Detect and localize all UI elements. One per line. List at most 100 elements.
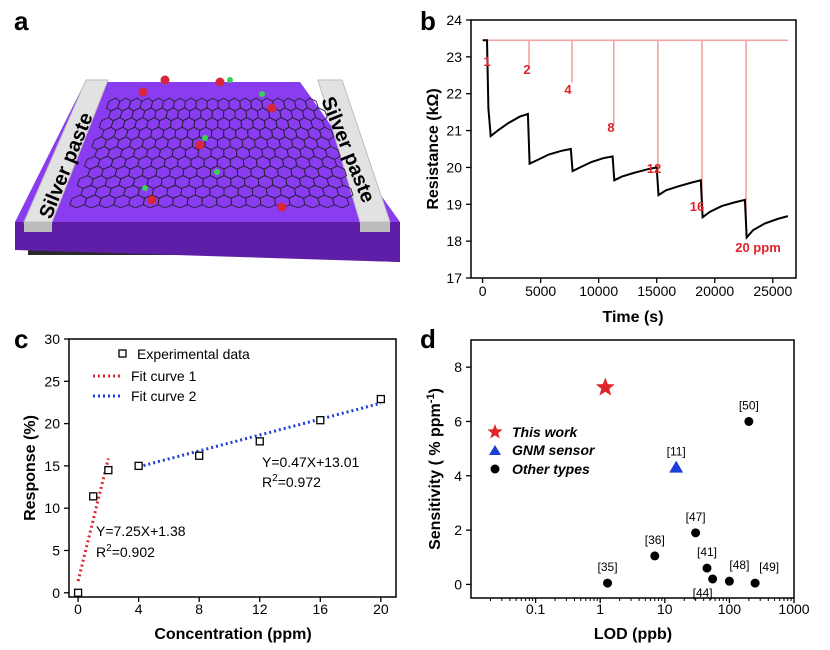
reference-label: [44] bbox=[693, 586, 713, 600]
chart-d-xtick-label: 100 bbox=[718, 601, 742, 617]
gnm-sensor-triangle bbox=[669, 460, 684, 473]
substrate-front bbox=[15, 222, 400, 262]
fit2-equation: Y=0.47X+13.01 bbox=[262, 454, 360, 470]
legend-marker-gnm bbox=[489, 445, 501, 455]
chart-b-ytick-label: 21 bbox=[446, 123, 462, 139]
data-point bbox=[89, 492, 98, 501]
chart-b-ticks: 0 5000 10000 15000 20000 25000171819202122232… bbox=[446, 12, 792, 299]
chart-b-concentration-label: 2 bbox=[523, 62, 530, 77]
oxygen-atom bbox=[277, 202, 287, 212]
chart-c-ytick-label: 10 bbox=[44, 500, 60, 516]
chart-b-ytick-label: 17 bbox=[446, 270, 462, 286]
panel-a-illustration: Silver paste Silver paste bbox=[15, 75, 400, 262]
legend-label-experimental: Experimental data bbox=[137, 346, 250, 362]
data-point bbox=[73, 588, 83, 597]
reference-label: [47] bbox=[686, 510, 706, 524]
data-point bbox=[134, 461, 143, 471]
chart-d-ytick-label: 0 bbox=[454, 576, 462, 592]
chart-b-ylabel: Resistance (kΩ) bbox=[425, 88, 442, 209]
chart-c-xtick-label: 20 bbox=[373, 601, 389, 617]
chart-b-xtick-label: 10000 bbox=[579, 283, 618, 299]
oxygen-atom bbox=[215, 77, 225, 87]
chart-d-data-points: [11] [35] [36] [47] [41] [44] [48] [49] [50] bbox=[595, 377, 779, 600]
other-type-point bbox=[750, 578, 760, 588]
panel-label-b: b bbox=[420, 6, 436, 36]
chart-d-ticks: 0.1 1 10 100 1000 0 2 4 6 8 bbox=[454, 359, 810, 617]
chart-b-ytick-label: 19 bbox=[446, 196, 462, 212]
other-type-point bbox=[744, 416, 754, 426]
chart-d-ytick-label: 2 bbox=[454, 522, 462, 538]
data-point bbox=[376, 394, 386, 404]
reference-label: [49] bbox=[759, 560, 779, 574]
chart-d-ylabel: Sensitivity ( % ppm-1) bbox=[425, 388, 444, 550]
fit2-r2: R2=0.972 bbox=[262, 473, 321, 490]
chart-c-legend: Experimental data Fit curve 1 Fit curve … bbox=[93, 346, 250, 404]
chart-b-ytick-label: 20 bbox=[446, 159, 462, 175]
reference-label: [35] bbox=[598, 560, 618, 574]
data-point bbox=[104, 465, 113, 475]
hydrogen-atom bbox=[202, 135, 208, 141]
gas-molecules bbox=[138, 75, 287, 212]
oxygen-atom bbox=[138, 87, 148, 97]
chart-c-xlabel: Concentration (ppm) bbox=[154, 626, 311, 643]
panel-label-a: a bbox=[14, 6, 29, 36]
chart-b: 0 5000 10000 15000 20000 25000171819202122232… bbox=[425, 12, 797, 326]
chart-b-concentration-label: 1 bbox=[483, 54, 490, 69]
chart-c-ytick-label: 15 bbox=[44, 458, 60, 474]
reference-label: [41] bbox=[697, 545, 717, 559]
chart-b-frame bbox=[470, 19, 797, 279]
chart-c-ytick-label: 5 bbox=[52, 542, 60, 558]
fit-curve-2-line bbox=[138, 401, 382, 469]
other-type-point bbox=[691, 528, 701, 538]
data-point bbox=[195, 451, 204, 460]
chart-b-concentration-label: 20 ppm bbox=[735, 240, 781, 255]
legend-label-fit1: Fit curve 1 bbox=[131, 368, 197, 384]
chart-d-xtick-label: 10 bbox=[657, 601, 673, 617]
reference-label: [11] bbox=[667, 445, 686, 459]
chart-b-xtick-label: 20000 bbox=[695, 283, 734, 299]
this-work-star bbox=[595, 377, 615, 396]
chart-b-xtick-label: 5000 bbox=[525, 283, 556, 299]
chart-c-xtick-label: 4 bbox=[135, 601, 143, 617]
chart-d-xtick-label: 0.1 bbox=[526, 601, 546, 617]
chart-b-ytick-label: 18 bbox=[446, 233, 462, 249]
legend-label-fit2: Fit curve 2 bbox=[131, 388, 197, 404]
graphene-lattice bbox=[69, 97, 354, 209]
chart-c-xtick-label: 0 bbox=[74, 601, 82, 617]
chart-b-xlabel: Time (s) bbox=[602, 309, 663, 326]
chart-d-xtick-label: 1 bbox=[596, 601, 604, 617]
chart-b-xtick-label: 15000 bbox=[637, 283, 676, 299]
silver-paste-left-front bbox=[24, 222, 52, 232]
oxygen-atom bbox=[147, 195, 157, 205]
data-point bbox=[316, 416, 325, 425]
panel-label-d: d bbox=[420, 324, 436, 354]
oxygen-atom bbox=[160, 75, 170, 85]
chart-b-concentration-label: 16 bbox=[690, 199, 704, 214]
other-type-point bbox=[708, 574, 718, 584]
oxygen-atom bbox=[195, 140, 205, 150]
chart-c-ytick-label: 20 bbox=[44, 416, 60, 432]
chart-b-xtick-label: 25000 bbox=[753, 283, 792, 299]
legend-marker-this-work bbox=[487, 424, 503, 439]
legend-label-this-work: This work bbox=[512, 424, 579, 440]
legend-marker-experimental bbox=[118, 349, 127, 358]
reference-label: [36] bbox=[645, 533, 665, 547]
other-type-point bbox=[603, 578, 613, 588]
chart-b-xtick-label: 0 bbox=[479, 283, 487, 299]
chart-c-frame bbox=[68, 338, 397, 598]
panel-label-c: c bbox=[14, 324, 28, 354]
chart-c-ylabel: Response (%) bbox=[22, 415, 39, 521]
chart-c-ytick-label: 0 bbox=[52, 585, 60, 601]
chart-b-resistance-line bbox=[482, 39, 789, 241]
reference-label: [50] bbox=[739, 398, 759, 412]
chart-c-xtick-label: 16 bbox=[313, 601, 329, 617]
chart-d-ytick-label: 8 bbox=[454, 359, 462, 375]
chart-d-ytick-label: 6 bbox=[454, 413, 462, 429]
chart-d-ytick-label: 4 bbox=[454, 468, 462, 484]
chart-b-concentration-label: 4 bbox=[564, 82, 572, 97]
chart-d-legend: This work GNM sensor Other types bbox=[487, 424, 596, 477]
fit-curve-1-line bbox=[76, 458, 110, 582]
